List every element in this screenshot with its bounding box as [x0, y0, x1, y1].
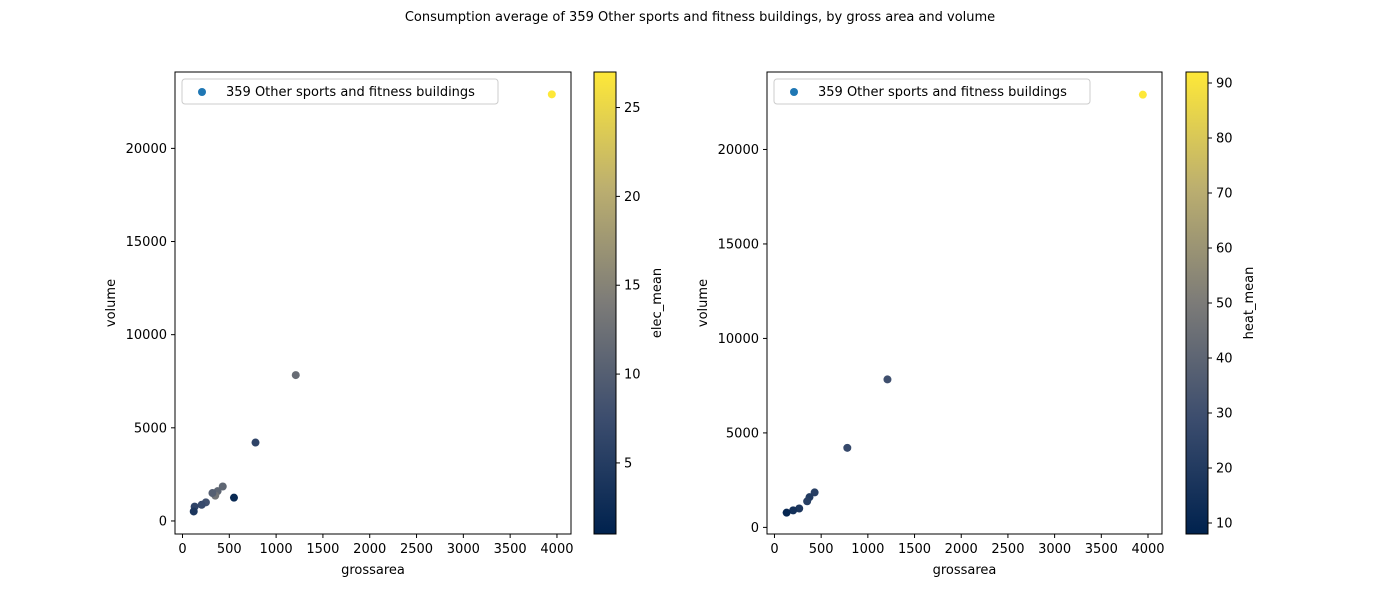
x-tick-label: 500: [809, 542, 834, 557]
scatter-point: [843, 443, 852, 452]
scatter-point: [291, 371, 300, 380]
colorbar-tick-label: 20: [624, 190, 641, 205]
legend-box: [181, 78, 499, 105]
scatter-point: [782, 508, 791, 517]
x-tick-label: 2500: [400, 542, 433, 557]
x-tick-label: 3500: [1085, 542, 1118, 557]
axes-frame: [766, 71, 1163, 535]
colorbar-tick-label: 30: [1216, 407, 1233, 422]
y-axis-label: volume: [104, 279, 119, 327]
legend: 359 Other sports and fitness buildings: [181, 78, 499, 105]
y-tick-label: 5000: [134, 421, 167, 436]
colorbar-tick-label: 90: [1216, 77, 1233, 92]
x-tick-label: 1000: [260, 542, 293, 557]
colorbar-tick-label: 10: [1216, 517, 1233, 532]
scatter-point: [218, 482, 227, 491]
colorbar-tick-label: 40: [1216, 352, 1233, 367]
y-tick-label: 10000: [718, 332, 759, 347]
x-tick-label: 500: [217, 542, 242, 557]
x-tick-label: 4000: [1131, 542, 1164, 557]
colorbar-tick-label: 10: [624, 368, 641, 383]
legend: 359 Other sports and fitness buildings: [773, 78, 1091, 105]
y-tick-label: 15000: [126, 235, 167, 250]
scatter-point: [1138, 90, 1147, 99]
colorbar-label: elec_mean: [650, 268, 665, 338]
figure-suptitle: Consumption average of 359 Other sports …: [404, 10, 996, 25]
scatter-point: [189, 507, 198, 516]
legend-label: 359 Other sports and fitness buildings: [818, 85, 1067, 100]
scatter-point: [803, 497, 812, 506]
x-axis-label: grossarea: [933, 563, 997, 578]
x-tick-label: 0: [770, 542, 778, 557]
y-tick-label: 0: [159, 514, 167, 529]
y-tick-label: 10000: [126, 328, 167, 343]
scatter-point: [883, 375, 892, 384]
legend-label: 359 Other sports and fitness buildings: [226, 85, 475, 100]
colorbar-label: heat_mean: [1242, 267, 1257, 340]
x-tick-label: 2500: [991, 542, 1024, 557]
x-tick-label: 3000: [1038, 542, 1071, 557]
colorbar-tick-label: 25: [624, 101, 641, 116]
y-axis-label: volume: [696, 279, 711, 327]
y-tick-label: 15000: [718, 237, 759, 252]
scatter-panel-heat: 0 500 1000 1500 2000 2500 3000 3500 4000 0 5000 100…: [696, 71, 1257, 578]
x-tick-label: 2000: [945, 542, 978, 557]
colorbar-tick-label: 5: [624, 456, 632, 471]
scatter-point: [197, 500, 206, 509]
x-axis-label: grossarea: [341, 563, 405, 578]
legend-marker: [198, 88, 206, 96]
colorbar: [593, 71, 617, 535]
scatter-point: [229, 493, 238, 502]
scatter-point: [795, 504, 804, 513]
colorbar-tick-label: 15: [624, 279, 641, 294]
y-tick-label: 0: [751, 521, 759, 536]
scatter-point: [251, 438, 260, 447]
x-tick-label: 1000: [851, 542, 884, 557]
scatter-point: [789, 506, 798, 515]
colorbar-tick-label: 60: [1216, 242, 1233, 257]
x-tick-label: 3500: [494, 542, 527, 557]
y-tick-label: 20000: [718, 143, 759, 158]
scatter-point: [208, 489, 217, 498]
colorbar-tick-label: 80: [1216, 132, 1233, 147]
scatter-point: [547, 90, 556, 99]
x-tick-label: 0: [178, 542, 186, 557]
colorbar-tick-label: 50: [1216, 297, 1233, 312]
x-tick-label: 3000: [447, 542, 480, 557]
axes-frame: [174, 71, 572, 535]
scatter-panel-elec: 0 500 1000 1500 2000 2500 3000 3500 4000 0 5000 100…: [104, 71, 665, 578]
x-tick-label: 1500: [306, 542, 339, 557]
colorbar-tick-label: 70: [1216, 187, 1233, 202]
legend-box: [773, 78, 1091, 105]
x-tick-label: 1500: [898, 542, 931, 557]
y-tick-label: 5000: [726, 426, 759, 441]
colorbar: [1185, 71, 1209, 535]
x-tick-label: 2000: [353, 542, 386, 557]
colorbar-tick-label: 20: [1216, 462, 1233, 477]
legend-marker: [790, 88, 798, 96]
y-tick-label: 20000: [126, 142, 167, 157]
scatter-point: [810, 488, 819, 497]
x-tick-label: 4000: [540, 542, 573, 557]
